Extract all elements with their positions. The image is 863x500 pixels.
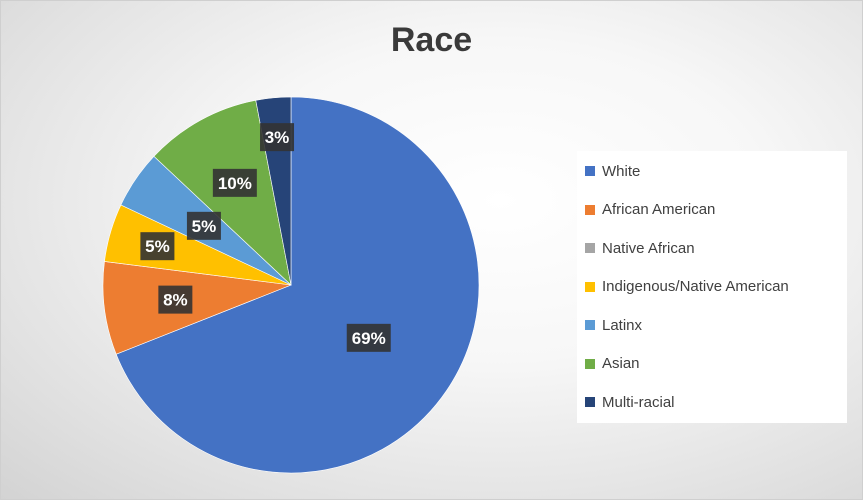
legend-swatch bbox=[585, 204, 595, 215]
data-label-box bbox=[158, 285, 193, 314]
pie-slice-african-american bbox=[102, 261, 292, 355]
legend: White African American Native African Indig… bbox=[577, 151, 847, 423]
data-label-latinx: 5% bbox=[186, 211, 221, 240]
legend-swatch bbox=[585, 243, 595, 253]
data-label-text: 69% bbox=[352, 329, 386, 348]
legend-label: Indigenous/Native American bbox=[602, 278, 789, 295]
legend-label: Asian bbox=[602, 355, 640, 372]
legend-label: African American bbox=[602, 201, 716, 218]
legend-item-asian: Asian bbox=[585, 354, 640, 374]
data-label-multi-racial: 3% bbox=[260, 123, 295, 152]
legend-swatch bbox=[585, 358, 595, 369]
legend-swatch bbox=[585, 281, 595, 292]
data-label-african-american: 8% bbox=[158, 285, 193, 314]
legend-swatch bbox=[585, 166, 595, 176]
data-label-text: 3% bbox=[265, 128, 290, 147]
legend-item-latinx: Latinx bbox=[585, 315, 642, 335]
data-label-box bbox=[186, 211, 221, 240]
data-label-box bbox=[260, 123, 295, 152]
data-label-white: 69% bbox=[346, 323, 391, 352]
legend-item-native-african: Native African bbox=[585, 238, 695, 258]
data-label-box bbox=[212, 168, 257, 197]
data-label-box bbox=[140, 232, 175, 261]
legend-label: Multi-racial bbox=[602, 393, 675, 411]
chart-title: Race bbox=[390, 21, 473, 59]
legend-swatch bbox=[585, 320, 595, 330]
legend-item-white: White bbox=[585, 161, 640, 181]
data-label-text: 5% bbox=[192, 217, 217, 236]
data-label-text: 10% bbox=[218, 174, 252, 193]
legend-label: Latinx bbox=[602, 316, 643, 334]
data-label-indigenous-native-american: 5% bbox=[140, 232, 175, 261]
legend-item-indigenous-native-american: Indigenous/Native American bbox=[585, 277, 789, 297]
legend-item-multi-racial: Multi-racial bbox=[585, 392, 675, 412]
data-label-text: 8% bbox=[163, 291, 188, 310]
legend-label: White bbox=[602, 162, 641, 180]
legend-swatch bbox=[585, 397, 595, 407]
legend-item-african-american: African American bbox=[585, 200, 715, 220]
data-label-text: 5% bbox=[145, 237, 170, 256]
legend-label: Native African bbox=[602, 239, 695, 257]
data-label-asian: 10% bbox=[212, 168, 257, 197]
data-label-box bbox=[346, 323, 391, 352]
pie-slice-white bbox=[115, 96, 480, 474]
